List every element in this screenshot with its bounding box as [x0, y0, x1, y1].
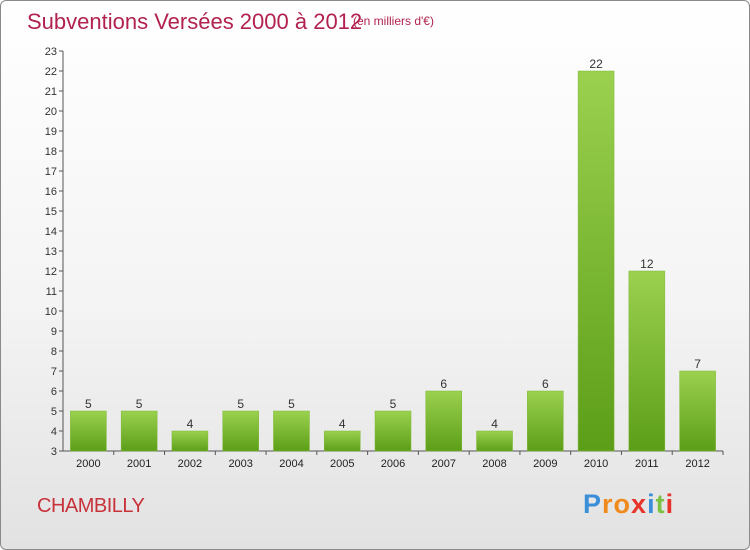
bar-value-label: 5	[390, 397, 397, 411]
bar-value-label: 5	[85, 397, 92, 411]
y-tick-label: 7	[51, 366, 57, 378]
y-tick-label: 22	[45, 66, 57, 78]
bar	[222, 410, 259, 452]
y-tick-label: 18	[45, 146, 57, 158]
y-tick-label: 4	[51, 426, 57, 438]
logo-letter: r	[602, 489, 614, 519]
bar	[323, 430, 361, 452]
y-tick-label: 10	[45, 306, 57, 318]
y-tick-label: 20	[45, 106, 57, 118]
y-tick-label: 19	[45, 126, 57, 138]
bar-value-label: 4	[187, 417, 194, 431]
y-tick-label: 3	[51, 446, 57, 458]
x-tick-label: 2001	[127, 458, 151, 470]
x-axis: 2000 2001 2002 2003 2004 2005 2006 2007 2008 2009…	[63, 450, 724, 470]
y-tick-label: 15	[45, 206, 57, 218]
y-tick-label: 23	[45, 46, 57, 58]
bar-value-label: 12	[640, 257, 654, 271]
bar	[577, 70, 615, 452]
y-tick-label: 17	[45, 166, 57, 178]
bar	[476, 430, 513, 452]
y-tick-label: 8	[51, 346, 57, 358]
x-tick-label: 2011	[635, 458, 659, 470]
chart-subtitle: (en milliers d'€)	[353, 14, 434, 28]
x-tick-label: 2008	[482, 458, 506, 470]
bar-value-label: 5	[136, 397, 143, 411]
bar	[120, 410, 158, 452]
bar	[628, 270, 666, 452]
x-tick-label: 2005	[330, 458, 354, 470]
logo-letter: i	[647, 489, 656, 519]
proxiti-logo[interactable]: Proxiti	[583, 489, 674, 520]
bar-value-label: 6	[542, 377, 549, 391]
logo-letter: o	[613, 489, 632, 519]
logo-letter: i	[665, 489, 675, 519]
y-tick-label: 16	[45, 186, 57, 198]
bar-value-label: 22	[589, 57, 603, 71]
bar	[374, 410, 412, 452]
y-tick-label: 13	[45, 246, 57, 258]
bar-value-label: 4	[491, 417, 498, 431]
x-tick-label: 2000	[76, 458, 100, 470]
chart-title: Subventions Versées 2000 à 2012	[27, 9, 363, 34]
bars: 5 5 4 5 5 4 5 6 4 6 22 12 7	[70, 57, 716, 452]
y-tick-label: 21	[45, 86, 57, 98]
x-tick-label: 2002	[178, 458, 202, 470]
bar	[425, 390, 463, 452]
bar-value-label: 5	[237, 397, 244, 411]
x-tick-label: 2004	[279, 458, 303, 470]
bar-value-label: 6	[440, 377, 447, 391]
x-tick-label: 2012	[685, 458, 709, 470]
bar-value-label: 5	[288, 397, 295, 411]
y-tick-label: 14	[45, 226, 57, 238]
y-tick-label: 9	[51, 326, 57, 338]
logo-letter: P	[583, 489, 603, 519]
logo-letter: x	[631, 489, 648, 519]
y-tick-label: 11	[46, 286, 57, 298]
bar-value-label: 7	[694, 357, 701, 371]
bar	[273, 410, 310, 452]
y-axis: 3 4 5 6 7 8 9 10 11 12 13 14 15 16 17 18 19 20 21 22 23	[45, 46, 64, 458]
x-tick-label: 2003	[228, 458, 252, 470]
x-tick-label: 2009	[533, 458, 557, 470]
bar	[70, 410, 107, 452]
bar	[679, 370, 716, 452]
bar	[527, 390, 564, 452]
x-tick-label: 2007	[432, 458, 456, 470]
x-tick-label: 2010	[584, 458, 608, 470]
y-tick-label: 6	[51, 386, 57, 398]
x-tick-label: 2006	[381, 458, 405, 470]
y-tick-label: 5	[51, 406, 57, 418]
commune-name: CHAMBILLY	[37, 495, 145, 517]
bar	[171, 430, 209, 452]
y-tick-label: 12	[45, 266, 57, 278]
bar-value-label: 4	[339, 417, 346, 431]
logo-letter: t	[655, 489, 666, 519]
